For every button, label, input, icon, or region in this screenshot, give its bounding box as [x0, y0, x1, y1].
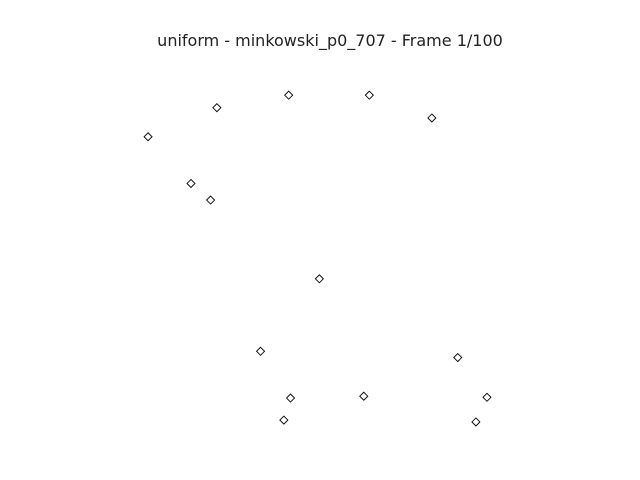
scatter-point-3	[364, 90, 374, 100]
scatter-point-6	[186, 178, 196, 189]
scatter-point-11	[285, 393, 296, 403]
scatter-point-7	[205, 195, 216, 205]
scatter-point-1	[212, 103, 222, 113]
scatter-point-14	[279, 415, 289, 425]
scatter-point-13	[482, 392, 492, 402]
scatter-point-2	[284, 90, 294, 100]
scatter-point-8	[314, 274, 325, 284]
chart-title: uniform - minkowski_p0_707 - Frame 1/100	[157, 31, 503, 50]
marker-layer	[143, 90, 492, 427]
scatter-point-10	[453, 352, 463, 363]
scatter-point-15	[471, 417, 481, 427]
scatter-point-12	[359, 391, 369, 401]
scatter-point-5	[143, 132, 153, 142]
scatter-point-9	[255, 346, 266, 356]
scatter-point-4	[427, 113, 437, 123]
